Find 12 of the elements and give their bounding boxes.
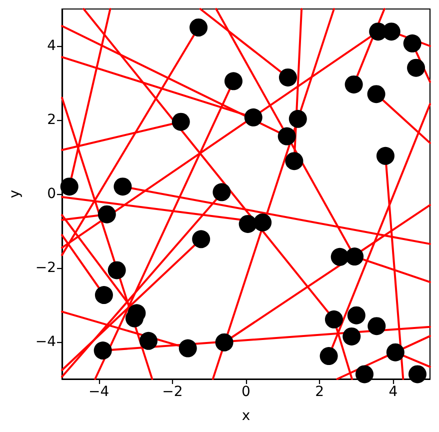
x-axis-title: x <box>242 408 250 424</box>
x-tick-label: 0 <box>242 384 250 400</box>
y-axis-title: y <box>7 190 23 198</box>
y-tick-label: −4 <box>35 334 56 350</box>
y-tick-label: 2 <box>47 112 56 128</box>
y-tick-label: 0 <box>47 186 56 202</box>
x-tick-label: 4 <box>388 384 398 400</box>
x-tick-label: −2 <box>162 384 183 400</box>
y-tick-label: −2 <box>35 260 56 276</box>
y-tick-label: 4 <box>47 38 56 54</box>
x-tick-label: −4 <box>88 384 110 400</box>
x-tick-label: 2 <box>315 384 324 400</box>
